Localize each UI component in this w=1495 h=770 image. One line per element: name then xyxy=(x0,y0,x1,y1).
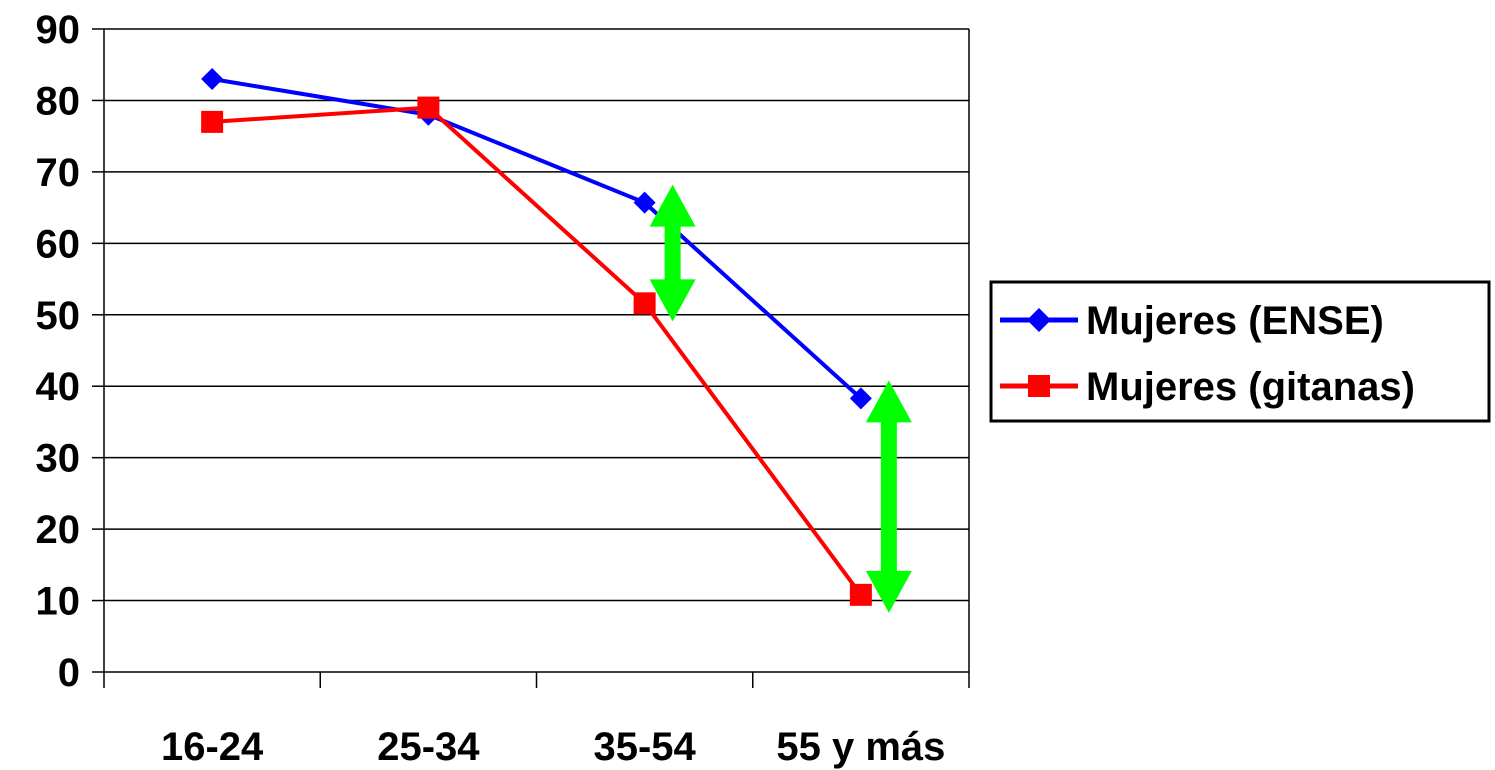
double-arrow-0 xyxy=(649,184,696,322)
y-tick-label-90: 90 xyxy=(36,8,81,52)
y-tick-label-50: 50 xyxy=(36,294,81,338)
gap-arrows xyxy=(649,184,912,613)
y-tick-label-0: 0 xyxy=(58,651,80,695)
legend-label-ense: Mujeres (ENSE) xyxy=(1086,299,1384,343)
data-point-square xyxy=(849,583,872,606)
legend-marker-gitanas xyxy=(1028,375,1050,397)
y-tick-label-80: 80 xyxy=(36,79,81,123)
double-arrow-1 xyxy=(865,380,912,613)
series-line xyxy=(211,77,863,400)
gridlines xyxy=(104,28,969,602)
data-point-square xyxy=(633,292,656,315)
x-category-labels: 16-24 25-34 35-54 55 y más xyxy=(161,725,945,769)
x-category-label: 25-34 xyxy=(377,725,480,769)
y-tick-label-70: 70 xyxy=(36,151,81,195)
series-0 xyxy=(201,68,872,410)
y-tick-labels: 0 10 20 30 40 50 60 70 80 90 xyxy=(36,8,81,695)
legend-marker-ense xyxy=(1027,308,1051,332)
legend: Mujeres (ENSE) Mujeres (gitanas) xyxy=(989,280,1491,423)
data-point-diamond xyxy=(849,387,872,410)
y-tick-label-20: 20 xyxy=(36,508,81,552)
series-1 xyxy=(201,96,872,606)
legend-label-gitanas: Mujeres (gitanas) xyxy=(1086,365,1415,409)
y-tick-label-40: 40 xyxy=(36,365,81,409)
data-point-square xyxy=(201,110,224,133)
x-category-label: 35-54 xyxy=(593,725,696,769)
x-category-label: 16-24 xyxy=(161,725,264,769)
series-line xyxy=(211,105,863,597)
x-category-label: 55 y más xyxy=(776,725,945,769)
data-point-diamond xyxy=(201,68,224,91)
series-lines xyxy=(201,68,872,606)
y-tick-label-10: 10 xyxy=(36,580,81,624)
y-tick-label-30: 30 xyxy=(36,437,81,481)
y-tick-label-60: 60 xyxy=(36,222,81,266)
legend-box xyxy=(989,280,1491,423)
data-point-diamond xyxy=(633,191,656,214)
axes xyxy=(92,28,970,688)
data-point-square xyxy=(417,96,440,119)
